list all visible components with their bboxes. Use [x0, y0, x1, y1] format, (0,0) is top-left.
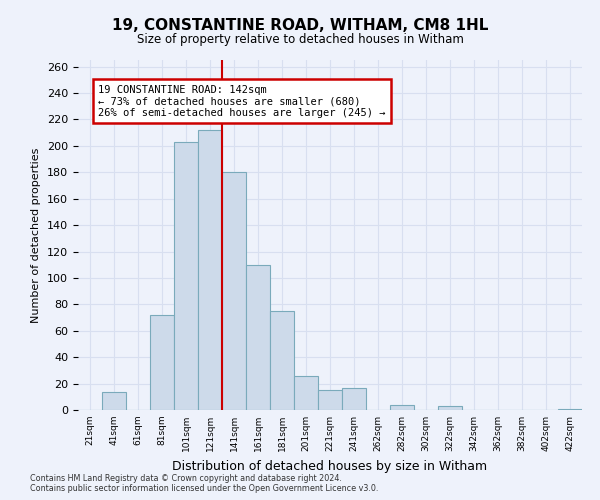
Bar — [270, 311, 294, 410]
Y-axis label: Number of detached properties: Number of detached properties — [31, 148, 41, 322]
Bar — [174, 142, 198, 410]
Text: Contains HM Land Registry data © Crown copyright and database right 2024.: Contains HM Land Registry data © Crown c… — [30, 474, 342, 483]
Bar — [342, 388, 366, 410]
Bar — [102, 392, 126, 410]
Bar — [438, 406, 462, 410]
Bar — [198, 130, 222, 410]
Bar — [150, 315, 174, 410]
Bar — [390, 404, 414, 410]
Text: 19, CONSTANTINE ROAD, WITHAM, CM8 1HL: 19, CONSTANTINE ROAD, WITHAM, CM8 1HL — [112, 18, 488, 32]
X-axis label: Distribution of detached houses by size in Witham: Distribution of detached houses by size … — [172, 460, 488, 472]
Text: Size of property relative to detached houses in Witham: Size of property relative to detached ho… — [137, 32, 463, 46]
Text: 19 CONSTANTINE ROAD: 142sqm
← 73% of detached houses are smaller (680)
26% of se: 19 CONSTANTINE ROAD: 142sqm ← 73% of det… — [98, 84, 386, 117]
Text: Contains public sector information licensed under the Open Government Licence v3: Contains public sector information licen… — [30, 484, 379, 493]
Bar — [318, 390, 342, 410]
Bar — [222, 172, 246, 410]
Bar — [558, 408, 582, 410]
Bar — [294, 376, 318, 410]
Bar — [246, 264, 270, 410]
